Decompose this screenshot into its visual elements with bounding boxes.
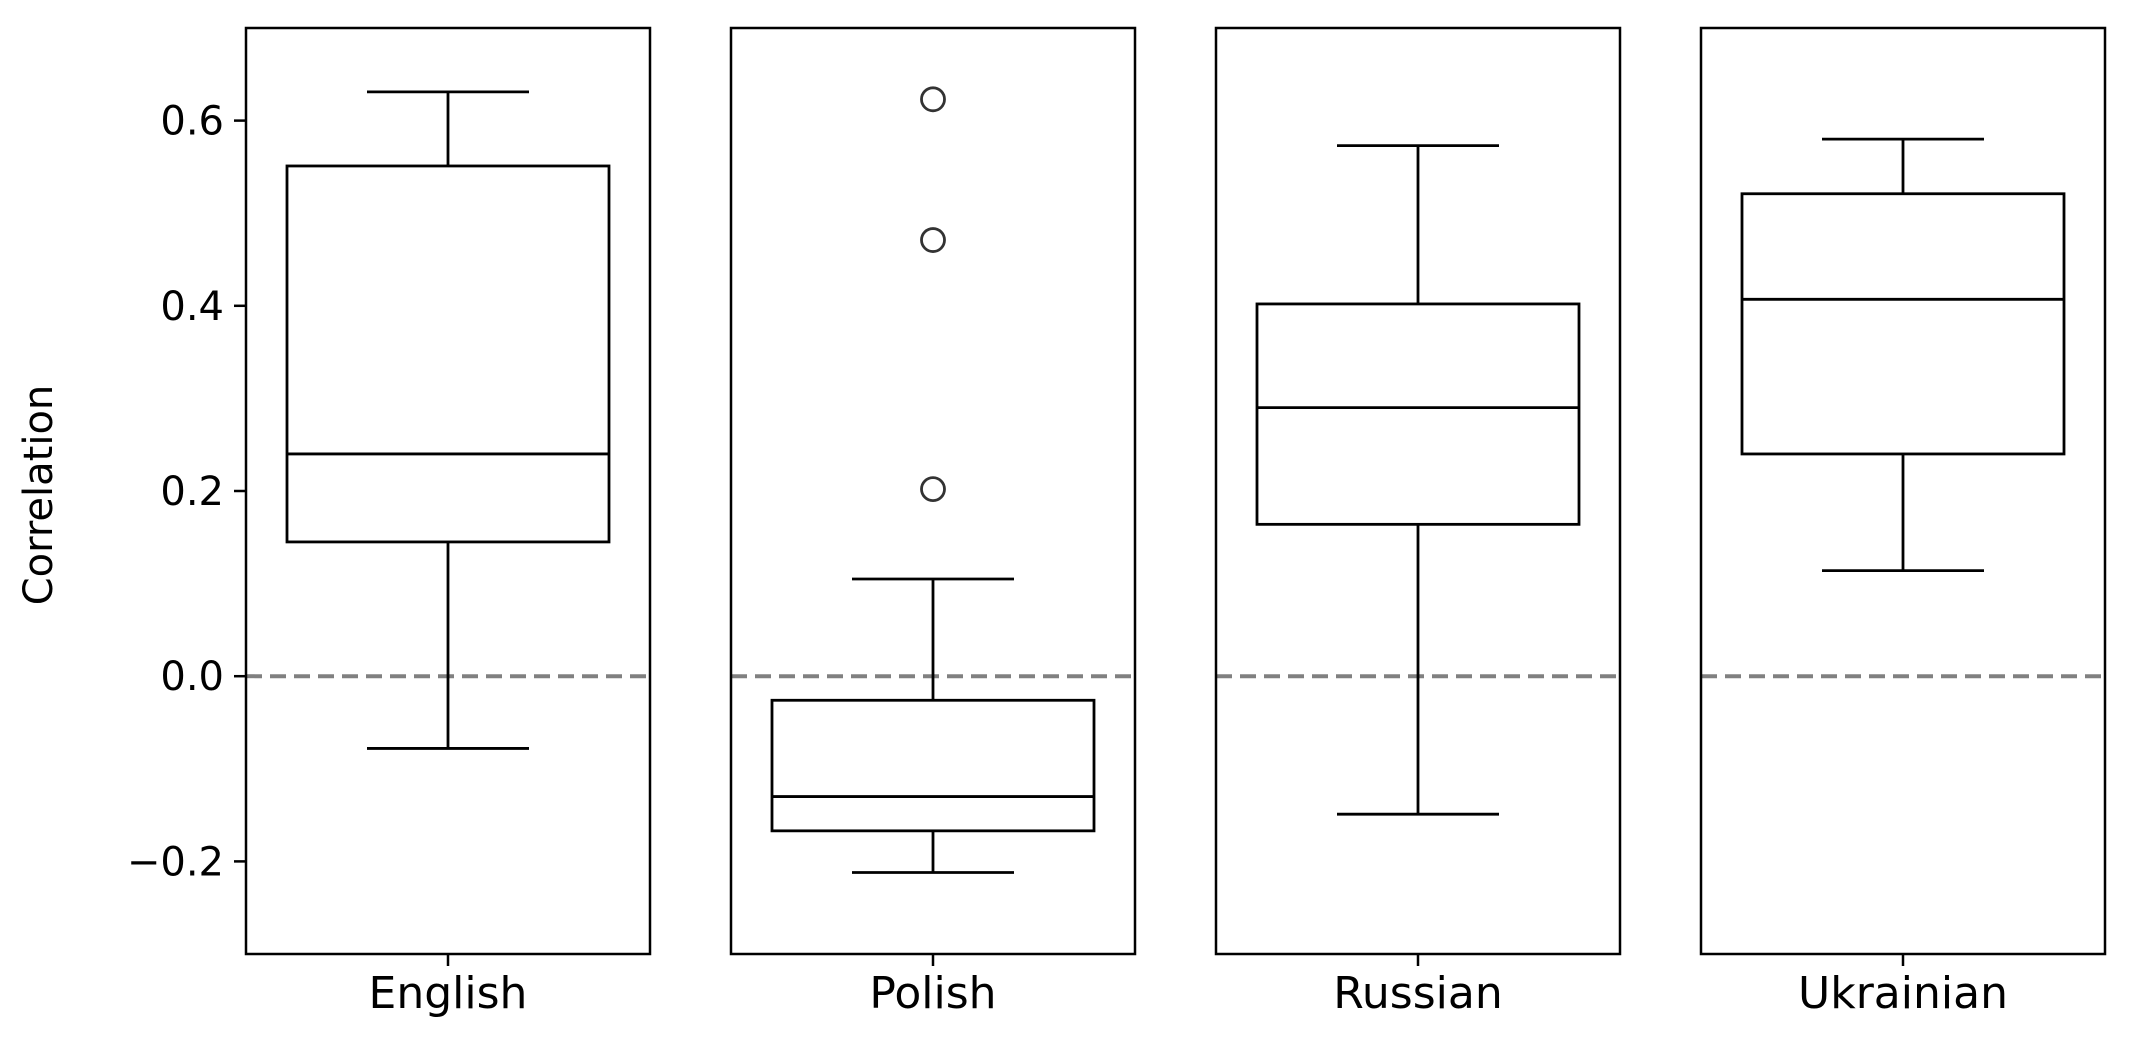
- panel-english: English: [244, 26, 652, 1019]
- category-label: Russian: [1333, 968, 1502, 1019]
- y-tick-label: 0.6: [160, 99, 224, 145]
- iqr-box: [285, 164, 611, 544]
- y-tick-label: 0.2: [160, 469, 224, 515]
- outlier-point: [920, 86, 946, 113]
- y-axis: −0.2 0.0 0.2 0.4 0.6: [127, 99, 246, 885]
- outlier-point: [920, 476, 946, 503]
- iqr-box: [770, 698, 1096, 833]
- outlier-point: [920, 227, 946, 253]
- iqr-box: [1740, 192, 2066, 456]
- panel-polish: Polish: [729, 26, 1137, 1019]
- y-tick-label: 0.0: [160, 654, 224, 700]
- y-axis-title: Correlation: [16, 385, 62, 606]
- panels: English Polish Russian Ukrainian: [244, 26, 2107, 1019]
- iqr-box: [1255, 302, 1581, 526]
- category-label: Ukrainian: [1798, 968, 2008, 1019]
- panel-russian: Russian: [1214, 26, 1622, 1019]
- category-label: Polish: [869, 968, 996, 1019]
- category-label: English: [369, 968, 528, 1019]
- y-tick-label: 0.4: [160, 284, 224, 330]
- y-tick-label: −0.2: [127, 839, 224, 885]
- panel-ukrainian: Ukrainian: [1699, 26, 2107, 1019]
